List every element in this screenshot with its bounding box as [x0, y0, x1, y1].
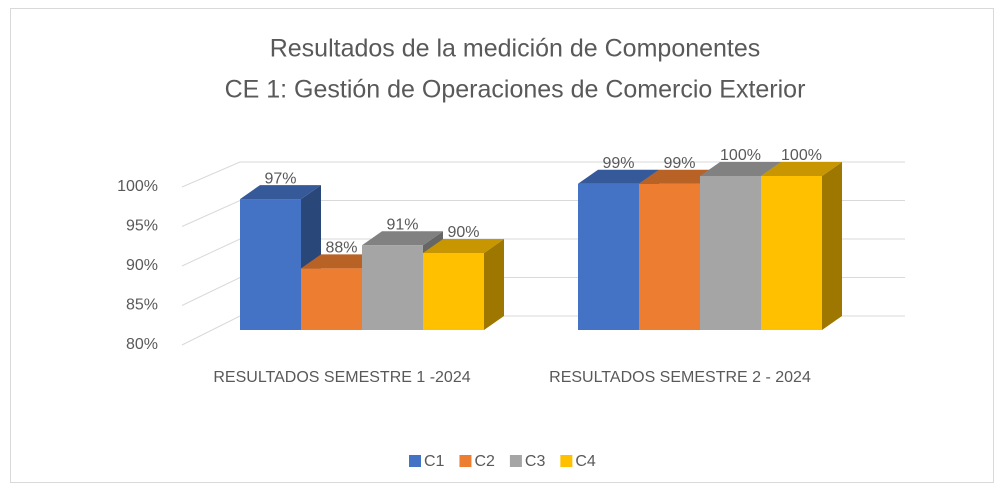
grid-line: [181, 161, 905, 188]
bar-top: [639, 169, 720, 184]
x-tick-label: RESULTADOS SEMESTRE 1 -2024: [213, 369, 471, 386]
legend-label: C1: [424, 453, 445, 470]
x-tick-label: RESULTADOS SEMESTRE 2 - 2024: [549, 369, 811, 386]
bar-front: [578, 183, 639, 330]
value-label: 99%: [602, 155, 634, 172]
bar-top: [700, 162, 781, 176]
bar-top: [240, 185, 321, 200]
value-label: 99%: [663, 155, 695, 172]
bar-top: [362, 231, 443, 246]
legend-label: C2: [474, 453, 495, 470]
chart-title: Resultados de la medición de Componentes: [270, 35, 761, 63]
bar-front: [301, 268, 362, 330]
value-label: 88%: [325, 240, 357, 257]
y-tick-label: 80%: [126, 336, 158, 353]
y-tick-label: 95%: [126, 218, 158, 235]
bar-top: [301, 254, 382, 269]
value-label: 100%: [720, 147, 761, 164]
chart-subtitle: CE 1: Gestión de Operaciones de Comercio…: [225, 76, 806, 104]
bar-side: [822, 162, 842, 330]
bar-front: [240, 199, 301, 330]
value-label: 97%: [264, 170, 296, 187]
legend-swatch: [459, 455, 472, 467]
legend-swatch: [509, 455, 522, 467]
value-label: 90%: [447, 224, 479, 241]
bar-front: [700, 176, 761, 330]
legend-swatch: [560, 455, 573, 467]
y-tick-label: 90%: [126, 257, 158, 274]
bar-front: [423, 253, 484, 330]
bar-front: [761, 176, 822, 330]
y-tick-label: 85%: [126, 297, 158, 314]
value-label: 100%: [781, 147, 822, 164]
bar-front: [362, 245, 423, 330]
bar-top: [761, 162, 842, 176]
value-label: 91%: [386, 217, 418, 234]
legend-label: C4: [575, 453, 596, 470]
y-tick-label: 100%: [117, 178, 158, 195]
bar-top: [423, 239, 504, 253]
bar-front: [639, 183, 700, 330]
bar-side: [484, 239, 504, 330]
legend-swatch: [409, 455, 421, 467]
bar-top: [578, 169, 659, 184]
legend-label: C3: [525, 453, 546, 470]
